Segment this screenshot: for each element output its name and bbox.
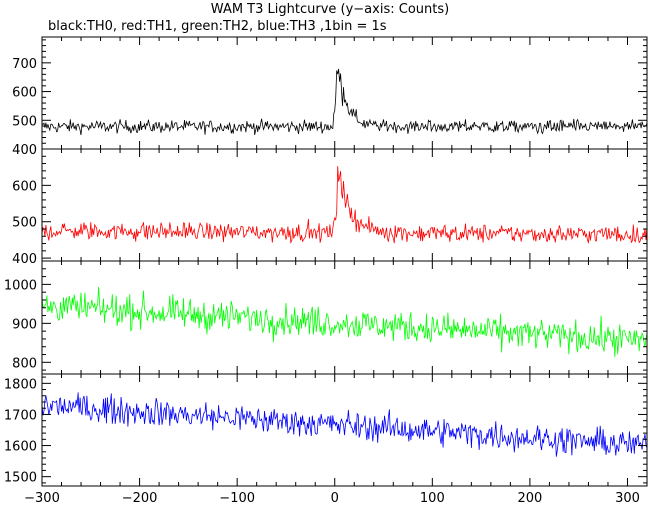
x-tick-label: 0 xyxy=(331,491,339,505)
panel-th2: 800 900 1000 xyxy=(4,260,648,375)
panel-frame xyxy=(41,260,648,375)
x-tick-label: 200 xyxy=(517,491,542,505)
y-tick-label: 500 xyxy=(12,114,37,129)
y-tick-label: 700 xyxy=(12,57,37,72)
chart-subtitle: black:TH0, red:TH1, green:TH2, blue:TH3 … xyxy=(48,19,387,34)
series-line-th2 xyxy=(41,286,648,358)
y-tick-label: 900 xyxy=(12,317,37,332)
x-tick-label: 300 xyxy=(615,491,640,505)
panel-frame xyxy=(41,373,648,487)
y-tick-label: 400 xyxy=(12,252,37,267)
series-line-th0 xyxy=(41,68,648,136)
y-tick-label: 400 xyxy=(12,143,37,158)
panel-th3: 1500 1600 1700 1800 xyxy=(4,373,648,487)
panel-th0: 400 500 600 700 xyxy=(12,36,648,158)
y-tick-label: 800 xyxy=(12,356,37,371)
panel-frame xyxy=(41,148,648,262)
y-tick-label: 1800 xyxy=(4,377,37,392)
y-tick-label: 1700 xyxy=(4,408,37,423)
x-axis: −300 −200 −100 0 100 200 300 xyxy=(24,491,640,505)
y-tick-label: 1000 xyxy=(4,278,37,293)
panels-group: 4005006007004005006008009001000150016001… xyxy=(4,36,648,487)
x-tick-label: −300 xyxy=(24,491,60,505)
x-tick-label: −200 xyxy=(122,491,158,505)
chart-title: WAM T3 Lightcurve (y−axis: Counts) xyxy=(211,2,449,17)
x-tick-label: −100 xyxy=(219,491,255,505)
x-tick-label: 100 xyxy=(420,491,445,505)
y-tick-label: 600 xyxy=(12,86,37,101)
series-line-th1 xyxy=(41,166,648,244)
y-tick-label: 600 xyxy=(12,179,37,194)
panel-th1: 400 500 600 xyxy=(12,148,648,267)
panel-frame xyxy=(41,36,648,150)
y-tick-label: 1500 xyxy=(4,471,37,486)
series-line-th3 xyxy=(41,392,648,457)
y-tick-label: 1600 xyxy=(4,440,37,455)
y-tick-label: 500 xyxy=(12,216,37,231)
